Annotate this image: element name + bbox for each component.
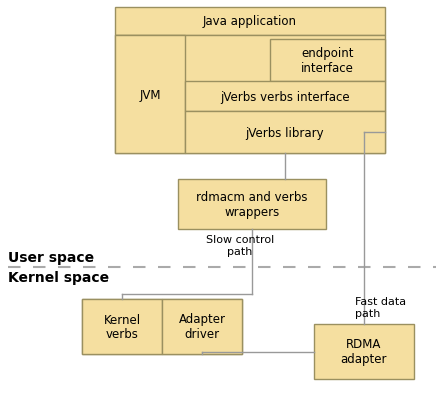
Bar [270,40,385,82]
Bar [314,324,414,379]
Bar [115,36,185,154]
Text: JVM: JVM [139,88,161,101]
Text: Slow control
path: Slow control path [206,235,274,256]
Text: RDMA
adapter: RDMA adapter [341,338,387,366]
Text: Java application: Java application [203,16,297,29]
Bar [162,299,242,354]
Bar [185,82,385,112]
Bar [178,180,326,229]
Text: jVerbs verbs interface: jVerbs verbs interface [220,90,350,103]
Text: Kernel
verbs: Kernel verbs [103,313,141,341]
Bar [82,299,242,354]
Text: Fast data
path: Fast data path [355,297,406,318]
Text: Kernel space: Kernel space [8,270,109,284]
Bar [115,36,385,154]
Text: jVerbs library: jVerbs library [246,126,324,139]
Text: User space: User space [8,250,94,264]
Text: Adapter
driver: Adapter driver [178,313,226,341]
Bar [115,8,385,36]
Bar [82,299,162,354]
Text: rdmacm and verbs
wrappers: rdmacm and verbs wrappers [196,191,308,218]
Bar [185,112,385,154]
Text: endpoint
interface: endpoint interface [301,47,354,75]
